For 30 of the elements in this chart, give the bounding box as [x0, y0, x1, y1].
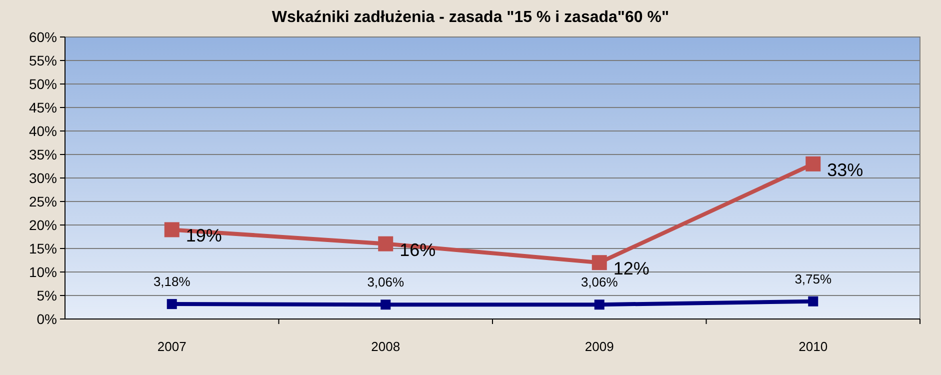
y-tick-label: 50%: [28, 76, 57, 92]
y-tick-label: 55%: [28, 52, 57, 68]
y-tick-label: 25%: [28, 193, 57, 210]
x-tick-label: 2008: [371, 339, 400, 354]
point: [166, 299, 177, 310]
point: [380, 300, 391, 310]
point: [594, 300, 604, 310]
data-label: 3,18%: [153, 274, 191, 290]
y-tick-label: 10%: [28, 264, 57, 280]
x-tick-label: 2009: [584, 339, 614, 354]
point: [378, 236, 394, 252]
y-tick-label: 45%: [28, 99, 57, 116]
y-tick-label: 35%: [28, 146, 57, 162]
x-tick-label: 2007: [157, 339, 186, 354]
y-tick-label: 60%: [28, 28, 57, 45]
y-tick-label: 20%: [28, 216, 57, 233]
y-tick-label: 40%: [28, 122, 57, 139]
point: [806, 156, 821, 172]
point: [592, 255, 607, 270]
x-tick-label: 2010: [798, 339, 828, 354]
y-tick-label: 0%: [36, 310, 57, 327]
point: [808, 296, 818, 306]
data-label: 3,06%: [367, 274, 404, 290]
chart-title: Wskaźniki zadłużenia - zasada "15 % i zasada"60 %": [272, 9, 670, 26]
y-tick-label: 15%: [28, 240, 57, 256]
data-label: 33%: [827, 160, 864, 180]
y-tick-label: 30%: [28, 170, 57, 186]
point: [164, 222, 180, 238]
data-label: 3,75%: [794, 271, 832, 286]
y-tick-label: 5%: [36, 287, 57, 304]
